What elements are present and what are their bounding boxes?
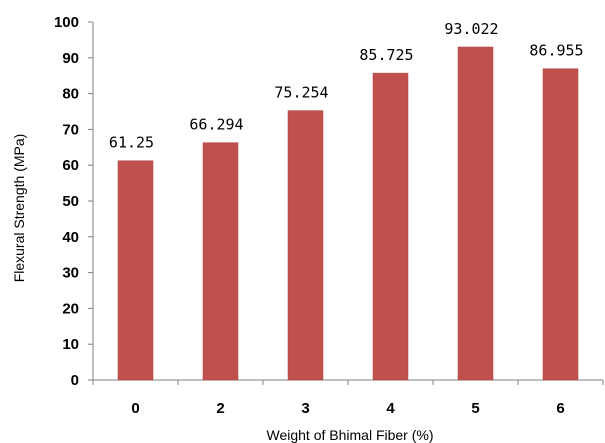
bar-series <box>117 46 579 381</box>
chart-axes <box>92 22 603 381</box>
bar-3 <box>287 110 324 381</box>
x-tick-label: 3 <box>301 400 309 417</box>
data-label-0: 61.25 <box>109 134 154 152</box>
bar-2 <box>202 142 239 381</box>
y-tick-label: 60 <box>62 157 79 174</box>
y-tick-label: 80 <box>62 86 79 103</box>
y-tick-label: 0 <box>71 372 79 389</box>
y-tick-label: 30 <box>62 265 79 282</box>
data-label-6: 86.955 <box>529 42 583 60</box>
y-tick-label: 90 <box>62 50 79 67</box>
y-tick-label: 20 <box>62 300 79 317</box>
x-axis-title: Weight of Bhimal Fiber (%) <box>266 427 433 443</box>
y-tick-label: 40 <box>62 229 79 246</box>
x-axis-ticks: 0 2 3 4 5 6 <box>92 380 604 417</box>
bar-6 <box>542 68 579 381</box>
x-tick-label: 6 <box>556 400 564 417</box>
data-labels: 61.25 66.294 75.254 85.725 93.022 86.955 <box>109 20 584 152</box>
data-label-4: 85.725 <box>359 46 413 64</box>
x-tick-label: 2 <box>216 400 224 417</box>
x-tick-label: 4 <box>386 400 395 417</box>
data-label-3: 75.254 <box>274 84 328 102</box>
data-label-5: 93.022 <box>444 20 498 38</box>
data-label-2: 66.294 <box>189 116 243 134</box>
bar-5 <box>457 46 494 381</box>
y-tick-label: 100 <box>54 14 79 31</box>
x-tick-label: 0 <box>131 400 139 417</box>
y-tick-label: 10 <box>62 336 79 353</box>
y-tick-label: 70 <box>62 121 79 138</box>
bar-0 <box>117 160 154 381</box>
y-axis-ticks: 0 10 20 30 40 50 60 70 80 90 100 <box>54 14 93 389</box>
y-axis-title: Flexural Strength (MPa) <box>11 134 27 283</box>
bar-4 <box>372 72 409 381</box>
y-tick-label: 50 <box>62 193 79 210</box>
x-tick-label: 5 <box>471 400 479 417</box>
